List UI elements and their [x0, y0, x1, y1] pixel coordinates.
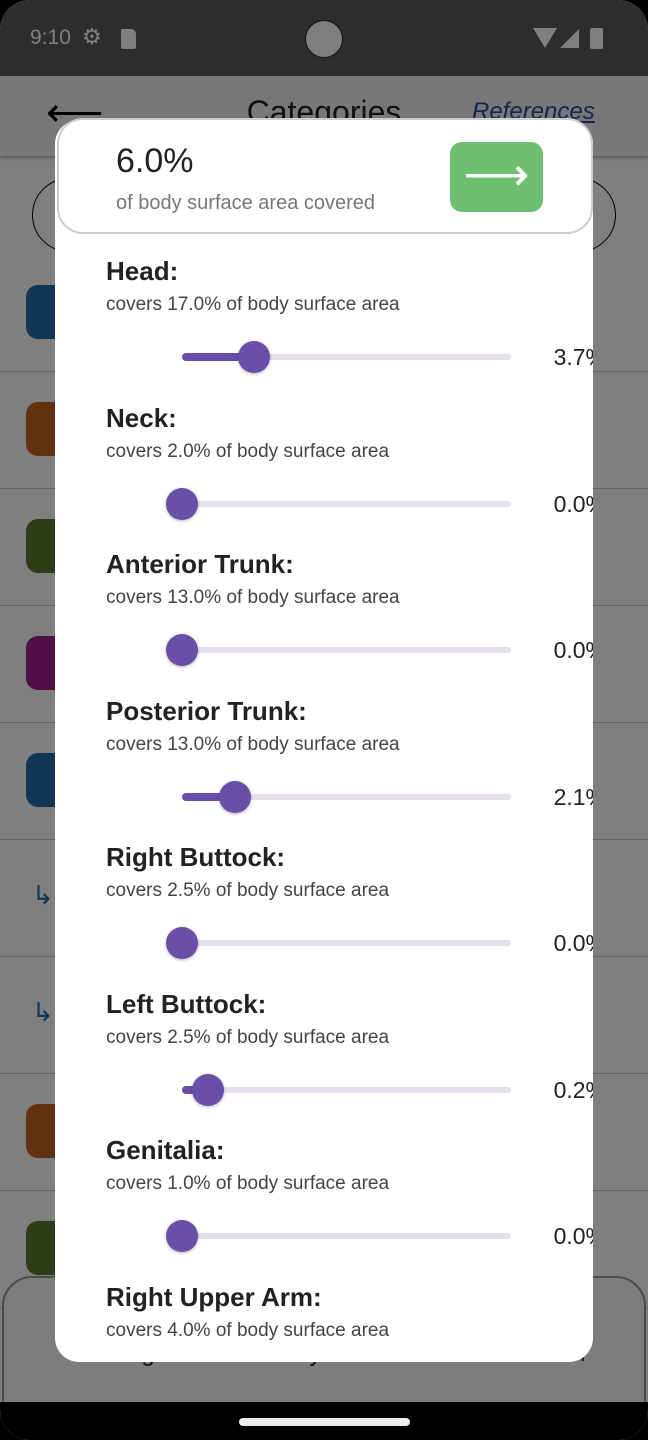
region-value: 2.1%	[553, 783, 593, 810]
total-caption: of body surface area covered	[116, 192, 376, 214]
region-coverage: covers 13.0% of body surface area	[106, 733, 400, 755]
region-slider[interactable]	[166, 634, 511, 666]
region-value: 0.0%	[553, 1223, 593, 1249]
region-coverage: covers 2.0% of body surface area	[106, 440, 390, 462]
region-item: Head: covers 17.0% of body surface area …	[106, 256, 593, 402]
region-name: Right Upper Arm:	[106, 1281, 322, 1312]
region-item: Genitalia: covers 1.0% of body surface a…	[106, 1135, 593, 1281]
region-coverage: covers 13.0% of body surface area	[106, 587, 400, 608]
slider-thumb[interactable]	[192, 1073, 225, 1106]
region-slider[interactable]	[182, 1073, 511, 1106]
region-coverage: covers 2.5% of body surface area	[106, 880, 390, 901]
region-item: Anterior Trunk: covers 13.0% of body sur…	[106, 549, 593, 695]
region-slider[interactable]	[182, 780, 511, 813]
region-coverage: covers 4.0% of body surface area	[106, 1319, 390, 1341]
region-value: 0.0%	[553, 490, 593, 517]
region-name: Left Buttock:	[106, 988, 267, 1019]
total-percent: 6.0%	[116, 142, 194, 180]
region-name: Posterior Trunk:	[106, 695, 307, 726]
region-coverage: covers 1.0% of body surface area	[106, 1173, 390, 1194]
region-name: Neck:	[106, 402, 177, 433]
region-item: Neck: covers 2.0% of body surface area 0…	[106, 402, 593, 549]
arrow-right-icon: ⟶	[463, 148, 530, 200]
slider-thumb[interactable]	[166, 487, 198, 520]
region-name: Head:	[106, 256, 179, 286]
region-value: 3.7%	[553, 344, 593, 370]
region-value: 0.0%	[553, 637, 593, 663]
slider-thumb[interactable]	[219, 780, 252, 813]
region-coverage: covers 17.0% of body surface area	[106, 294, 400, 315]
region-slider[interactable]	[166, 1220, 511, 1252]
region-name: Anterior Trunk:	[106, 549, 294, 579]
slider-thumb[interactable]	[166, 634, 198, 666]
region-slider[interactable]	[166, 927, 511, 959]
region-value: 0.0%	[553, 930, 593, 956]
region-value: 0.2%	[553, 1076, 593, 1103]
region-slider[interactable]	[182, 341, 511, 373]
slider-thumb[interactable]	[166, 927, 198, 959]
surface-area-dialog: Head: covers 17.0% of body surface area …	[55, 120, 593, 1362]
region-name: Genitalia:	[106, 1135, 225, 1165]
slider-fill	[182, 792, 236, 801]
slider-thumb[interactable]	[166, 1220, 198, 1252]
home-handle[interactable]	[239, 1418, 410, 1426]
region-item: Posterior Trunk: covers 13.0% of body su…	[106, 695, 593, 842]
summary-card: 6.0% of body surface area covered ⟶	[57, 118, 593, 234]
region-name: Right Buttock:	[106, 842, 286, 872]
region-item: Right Buttock: covers 2.5% of body surfa…	[106, 842, 593, 988]
navigation-bar	[0, 1402, 648, 1440]
region-coverage: covers 2.5% of body surface area	[106, 1026, 390, 1048]
next-button[interactable]: ⟶	[450, 142, 543, 212]
slider-thumb[interactable]	[237, 341, 270, 373]
region-item: Left Buttock: covers 2.5% of body surfac…	[106, 988, 593, 1135]
slider-fill	[182, 353, 254, 361]
region-item: Right Upper Arm: covers 4.0% of body sur…	[106, 1282, 586, 1363]
region-slider[interactable]	[166, 487, 511, 520]
